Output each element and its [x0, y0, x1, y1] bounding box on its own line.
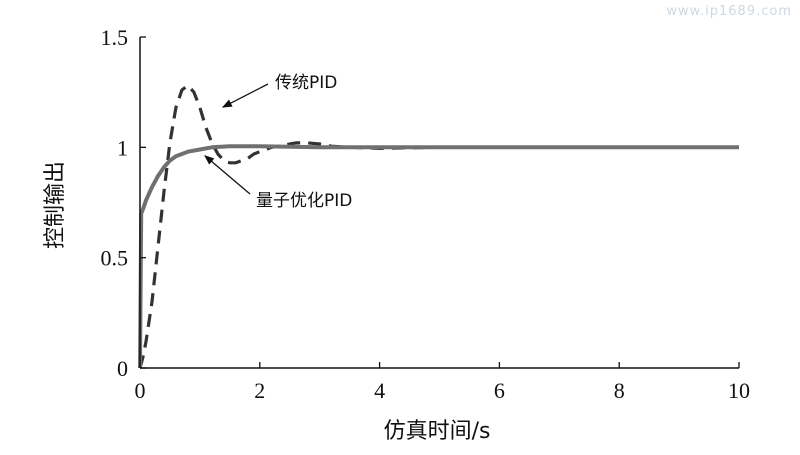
- y-tick-label: 0: [117, 356, 128, 381]
- ticks: 0 2 4 6 8 10 0 0.5 1 1.5: [101, 25, 751, 403]
- y-axis-title: 控制输出: [43, 161, 68, 249]
- x-tick-label: 6: [494, 378, 505, 403]
- watermark-text: www.ip1689.com: [666, 4, 792, 19]
- x-tick-label: 10: [728, 378, 750, 403]
- annotation-arrow-2: [204, 155, 251, 195]
- x-tick-label: 2: [254, 378, 265, 403]
- y-tick-label: 1.5: [101, 25, 129, 50]
- series-line-2: [138, 144, 739, 369]
- x-tick-label: 8: [614, 378, 625, 403]
- annotations: 传统PID 量子优化PID: [204, 73, 352, 211]
- x-tick-label: 4: [374, 378, 385, 403]
- x-tick-label: 0: [135, 378, 146, 403]
- plot-lines: [138, 83, 739, 369]
- annotation-label-2: 量子优化PID: [256, 191, 352, 211]
- annotation-label-1: 传统PID: [275, 73, 337, 93]
- y-tick-label: 0.5: [101, 246, 129, 271]
- series-line-1: [138, 83, 739, 369]
- y-tick-label: 1: [117, 135, 128, 160]
- annotation-arrow-1: [221, 83, 269, 108]
- axes: [139, 37, 739, 369]
- x-axis-title: 仿真时间/s: [384, 419, 491, 444]
